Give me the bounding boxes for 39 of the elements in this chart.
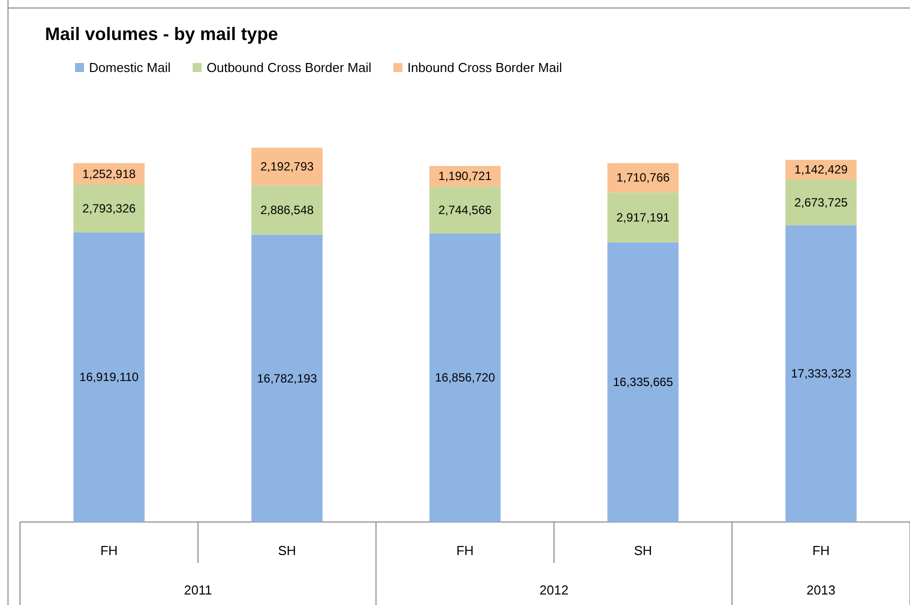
data-label: 17,333,323 [790, 366, 852, 381]
text: 2011 [184, 582, 212, 598]
chart-title: Mail volumes - by mail type [45, 24, 278, 44]
bar [429, 186, 501, 234]
bar [251, 148, 323, 186]
data-label: 1,190,721 [438, 169, 492, 184]
bar [251, 185, 323, 235]
text: 2013 [806, 582, 836, 598]
bar [73, 232, 145, 522]
data-label: 16,782,193 [256, 371, 318, 386]
bar [785, 179, 857, 226]
data-label: 2,192,793 [260, 160, 314, 174]
legend-label: Inbound Cross Border Mail [407, 60, 562, 75]
data-label: 1,710,766 [616, 170, 670, 185]
x-tick-label: SH [634, 543, 652, 558]
bar [73, 184, 145, 232]
bar [251, 234, 323, 522]
data-label: 2,744,566 [438, 202, 492, 217]
legend-label: Outbound Cross Border Mail [206, 60, 372, 75]
data-label: 16,335,665 [612, 375, 674, 390]
data-label: 1,142,429 [794, 162, 848, 177]
bar [429, 233, 501, 522]
data-label: 16,856,720 [434, 370, 496, 385]
data-label: 2,673,725 [794, 195, 848, 210]
bar [785, 225, 857, 522]
data-label: 1,252,918 [82, 166, 136, 181]
bar [607, 242, 679, 522]
data-label: 16,919,110 [79, 370, 139, 384]
text: 2012 [540, 582, 568, 598]
x-tick-label: FH [100, 543, 118, 558]
bar [607, 192, 679, 242]
data-label: 2,886,548 [260, 202, 314, 217]
x-tick-label: FH [812, 543, 830, 558]
x-tick-label: SH [278, 543, 296, 558]
data-label: 2,793,326 [82, 201, 136, 216]
legend-label: Domestic Mail [89, 60, 171, 75]
x-tick-label: FH [456, 543, 474, 558]
bar [607, 163, 679, 192]
data-label: 2,917,191 [616, 210, 670, 224]
